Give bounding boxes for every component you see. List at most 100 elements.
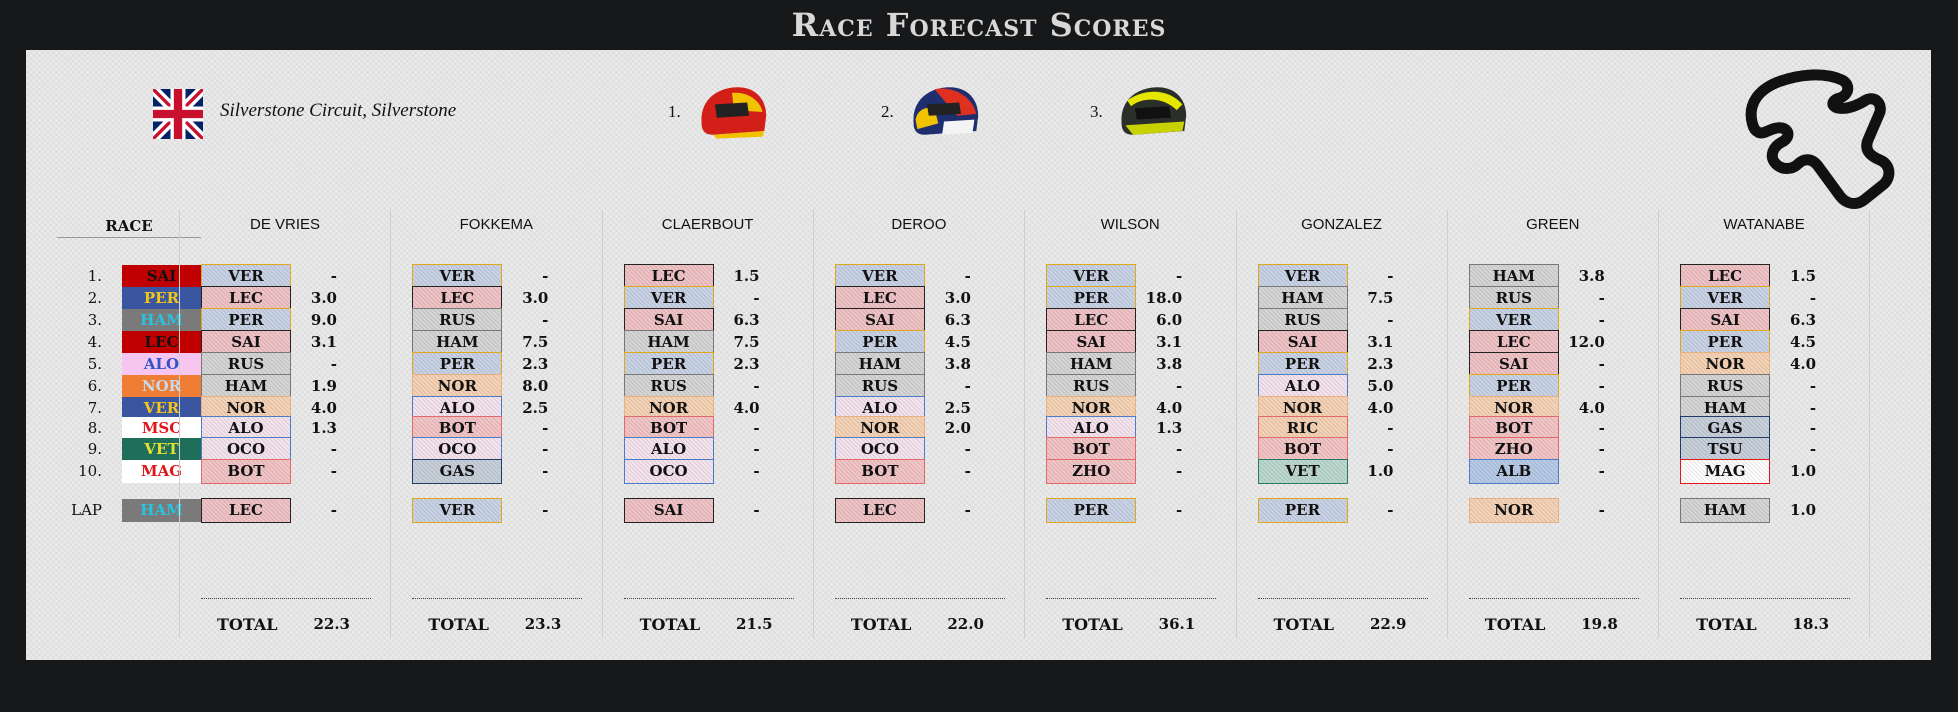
prediction-points: - [1598,311,1605,329]
prediction-code: ALO [1257,374,1348,399]
prediction-code: HAM [1257,286,1348,311]
helmet-3-icon [1121,87,1187,135]
player-name: WATANABE [1723,216,1805,233]
player-name: GONZALEZ [1301,216,1382,233]
prediction-code: LEC [1468,330,1559,355]
prediction-code: PER [201,308,291,333]
prediction-code: OCO [412,437,503,462]
prediction-points: 3.1 [1367,333,1394,351]
uk-flag-icon [153,89,203,139]
prediction-code: ZHO [1046,459,1137,484]
prediction-points: 2.5 [944,399,971,417]
race-driver-code: PER [122,287,201,310]
prediction-points: 3.8 [944,355,971,373]
lap-prediction-points: - [330,501,337,519]
prediction-code: TSU [1680,437,1771,462]
prediction-code: VER [623,286,714,311]
prediction-points: 6.3 [944,311,971,329]
prediction-code: PER [1468,374,1559,399]
prediction-code: HAM [1046,352,1137,377]
prediction-code: SAI [623,308,714,333]
prediction-code: HAM [1468,264,1559,289]
prediction-points: 4.0 [733,399,760,417]
total-score: 18.3 [1792,615,1830,633]
total-score: 22.0 [947,615,984,633]
prediction-code: MAG [1680,459,1771,484]
race-position: 2. [87,289,102,307]
race-driver-code: VER [122,397,201,420]
prediction-points: - [1387,440,1394,458]
prediction-points: - [542,440,549,458]
prediction-code: RUS [834,374,925,399]
total-separator [201,598,371,599]
prediction-code: SAI [834,308,925,333]
prediction-points: 2.3 [733,355,760,373]
prediction-code: VER [201,264,291,289]
player-name: WILSON [1100,216,1160,233]
prediction-points: 9.0 [310,311,337,329]
prediction-code: RUS [623,374,714,399]
prediction-points: 2.3 [522,355,549,373]
prediction-code: BOT [1468,416,1559,441]
prediction-points: 1.5 [733,267,760,285]
lap-prediction-points: - [1175,501,1183,519]
prediction-points: - [1175,462,1183,480]
lap-label: LAP [71,501,102,519]
prediction-code: VER [1468,308,1559,333]
prediction-points: 8.0 [522,377,549,395]
race-driver-code: VET [122,438,201,461]
race-position: 4. [87,333,102,351]
prediction-points: - [1809,377,1817,395]
lap-prediction-points: - [1598,501,1605,519]
prediction-code: VER [1257,264,1348,289]
prediction-points: 18.0 [1145,289,1183,307]
total-score: 19.8 [1581,615,1618,633]
race-position: 3. [87,311,102,329]
prediction-points: 1.3 [310,419,337,437]
prediction-points: - [1598,355,1605,373]
prediction-code: NOR [834,416,925,441]
prediction-code: OCO [201,437,291,462]
total-score: 22.3 [313,615,350,633]
column-divider [1446,210,1448,638]
player-name: GREEN [1526,216,1580,233]
helmet-1-icon [701,87,767,139]
prediction-points: 1.0 [1367,462,1394,480]
total-separator [834,598,1005,599]
column-divider [1658,210,1660,638]
prediction-code: RUS [1046,374,1137,399]
prediction-points: 3.0 [522,289,549,307]
prediction-points: 3.8 [1156,355,1183,373]
prediction-code: NOR [412,374,503,399]
total-label: TOTAL [1696,615,1757,634]
prediction-points: - [753,377,760,395]
prediction-points: 1.9 [310,377,337,395]
prediction-code: SAI [1046,330,1137,355]
circuit-name: Silverstone Circuit, Silverstone [220,100,457,121]
prediction-points: - [542,267,549,285]
prediction-points: 7.5 [1367,289,1394,307]
prediction-code: RUS [412,308,503,333]
total-separator [1680,598,1851,599]
column-divider [601,210,603,638]
total-separator [1046,598,1217,599]
podium-1-label: 1. [668,102,681,121]
total-separator [623,598,794,599]
race-lap-code: HAM [122,499,201,522]
prediction-points: - [964,267,971,285]
player-name: DEROO [891,216,947,233]
prediction-points: 6.3 [1789,311,1817,329]
column-divider [1235,210,1237,638]
prediction-points: 12.0 [1568,333,1605,351]
prediction-points: - [542,462,549,480]
page-title: Race Forecast Scores [791,6,1167,44]
prediction-points: 2.0 [944,419,971,437]
prediction-points: - [1809,289,1817,307]
prediction-code: HAM [834,352,925,377]
total-separator [1257,598,1428,599]
prediction-code: RUS [201,352,291,377]
prediction-code: BOT [1257,437,1348,462]
prediction-points: - [753,440,760,458]
prediction-code: SAI [1680,308,1771,333]
column-divider [179,210,180,638]
